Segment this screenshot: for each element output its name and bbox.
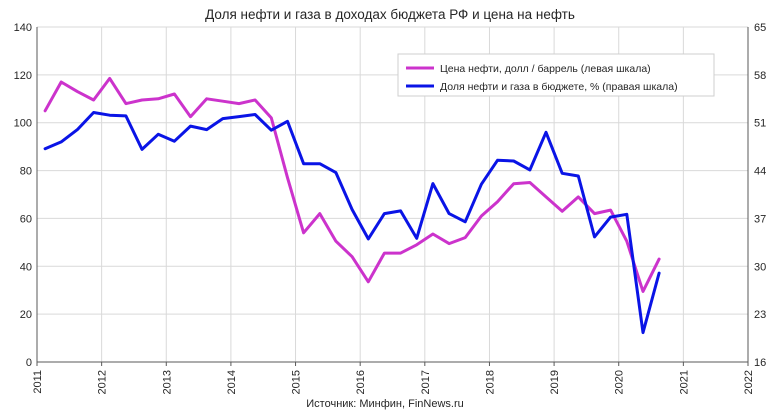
x-tick-label: 2016 <box>355 370 367 394</box>
legend-label-oil-price: Цена нефти, долл / баррель (левая шкала) <box>440 63 651 75</box>
y-tick-label-left: 100 <box>14 118 32 130</box>
x-tick-label: 2021 <box>678 370 690 394</box>
x-tick-label: 2012 <box>97 370 109 394</box>
legend-box <box>397 53 715 97</box>
y-tick-label-right: 30 <box>754 261 766 273</box>
legend: Цена нефти, долл / баррель (левая шкала)… <box>397 53 715 97</box>
y-tick-label-right: 44 <box>754 166 766 178</box>
x-tick-label: 2018 <box>484 370 496 394</box>
y-tick-label-left: 40 <box>20 261 32 273</box>
x-tick-label: 2017 <box>420 370 432 394</box>
y-tick-label-right: 65 <box>754 22 766 34</box>
y-tick-label-left: 20 <box>20 309 32 321</box>
gridlines <box>37 26 748 362</box>
y-tick-label-left: 60 <box>20 213 32 225</box>
series-line-oil-price <box>43 76 661 293</box>
x-tick-label: 2022 <box>743 370 755 394</box>
y-tick-label-right: 23 <box>754 309 766 321</box>
x-tick-label: 2020 <box>614 370 626 394</box>
series-line-oil-gas-share <box>43 111 661 335</box>
x-tick-label: 2019 <box>549 370 561 394</box>
source-note: Источник: Минфин, FinNews.ru <box>306 398 463 410</box>
x-tick-label: 2015 <box>291 370 303 394</box>
y-tick-label-left: 80 <box>20 166 32 178</box>
legend-label-oil-gas-share: Доля нефти и газа в бюджете, % (правая ш… <box>440 81 678 93</box>
axes: 0 20 40 60 80 100 120 140 16 23 30 37 44 51 58 65 2011 20… <box>14 22 767 394</box>
y-tick-label-left: 0 <box>26 357 32 369</box>
x-tick-label: 2014 <box>226 370 238 394</box>
y-tick-label-right: 16 <box>754 357 766 369</box>
chart-title: Доля нефти и газа в доходах бюджета РФ и… <box>205 7 575 22</box>
series-lines <box>43 76 661 335</box>
y-tick-label-right: 37 <box>754 213 766 225</box>
x-tick-label: 2013 <box>161 370 173 394</box>
y-tick-label-right: 58 <box>754 70 766 82</box>
y-tick-label-right: 51 <box>754 118 766 130</box>
y-tick-label-left: 140 <box>14 22 32 34</box>
y-tick-label-left: 120 <box>14 70 32 82</box>
x-tick-label: 2011 <box>32 370 44 394</box>
